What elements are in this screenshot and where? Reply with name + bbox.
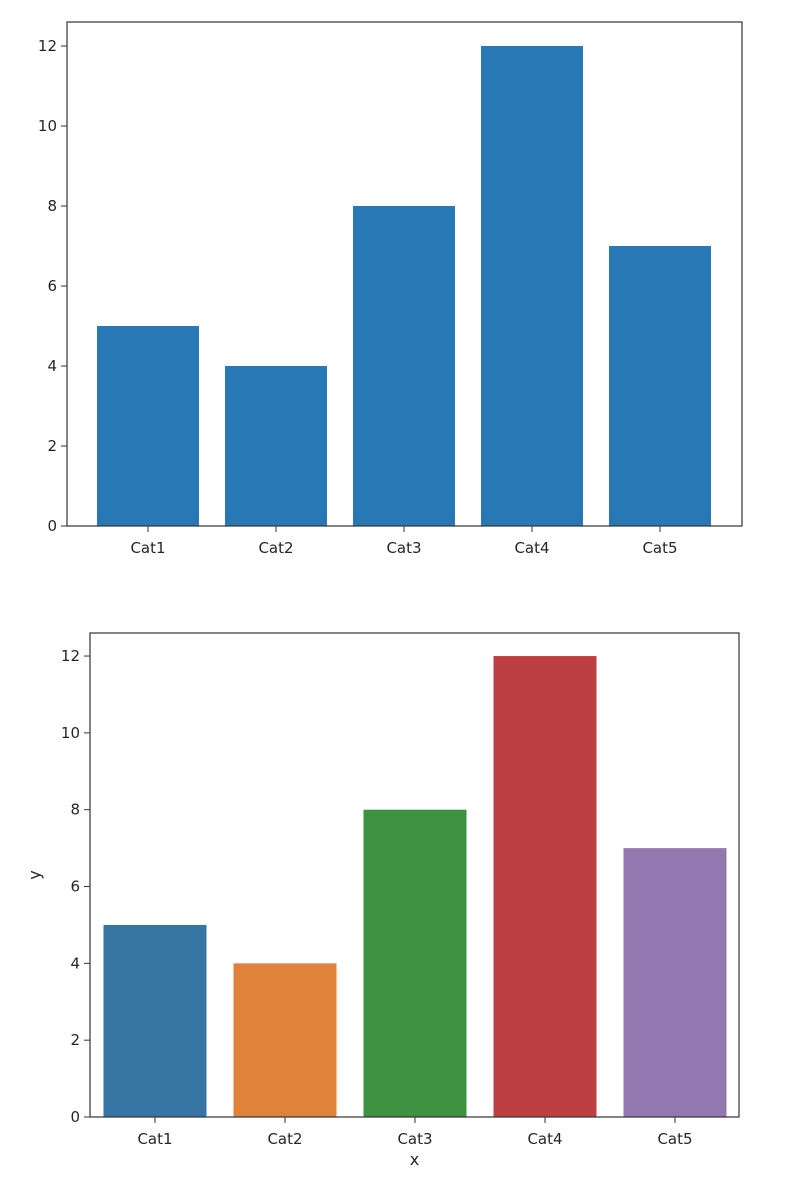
y-tick-label: 4 bbox=[70, 954, 80, 972]
bar-chart-top: 0 2 4 6 8 10 12 Cat1 Cat2 Cat3 Cat4 Cat5 bbox=[38, 21, 743, 557]
x-tick-label: Cat3 bbox=[397, 1130, 432, 1148]
bar-cat2 bbox=[225, 366, 327, 526]
x-tick-label: Cat4 bbox=[514, 539, 549, 557]
bar-chart-bottom: 0 2 4 6 8 10 12 Cat1 Cat2 Cat3 Cat4 Cat5 x y bbox=[25, 632, 740, 1169]
x-tick-label: Cat5 bbox=[657, 1130, 692, 1148]
x-tick-label: Cat2 bbox=[267, 1130, 302, 1148]
x-tick-label: Cat2 bbox=[258, 539, 293, 557]
y-tick-label: 8 bbox=[47, 197, 57, 215]
y-tick-label: 4 bbox=[47, 357, 57, 375]
bar-cat4 bbox=[493, 656, 597, 1117]
bar-cat5 bbox=[623, 848, 727, 1117]
x-tick-label: Cat3 bbox=[386, 539, 421, 557]
bar-cat1 bbox=[103, 924, 207, 1117]
y-tick-label: 2 bbox=[70, 1031, 80, 1049]
y-tick-label: 12 bbox=[61, 647, 80, 665]
bar-cat3 bbox=[353, 206, 455, 526]
bar-cat4 bbox=[481, 46, 583, 526]
y-axis-label: y bbox=[25, 870, 44, 879]
y-tick-label: 10 bbox=[61, 724, 80, 742]
x-tick-label: Cat5 bbox=[642, 539, 677, 557]
x-tick-label: Cat4 bbox=[527, 1130, 562, 1148]
x-axis-label: x bbox=[410, 1150, 419, 1169]
y-tick-label: 12 bbox=[38, 37, 57, 55]
y-tick-label: 6 bbox=[70, 878, 80, 896]
y-tick-label: 10 bbox=[38, 117, 57, 135]
bar-cat2 bbox=[233, 963, 337, 1117]
y-tick-label: 2 bbox=[47, 437, 57, 455]
y-tick-label: 6 bbox=[47, 277, 57, 295]
y-tick-label: 8 bbox=[70, 801, 80, 819]
bar-cat1 bbox=[97, 326, 199, 526]
bar-cat5 bbox=[609, 246, 711, 526]
y-tick-label: 0 bbox=[47, 517, 57, 535]
bar-cat3 bbox=[363, 809, 467, 1117]
x-tick-label: Cat1 bbox=[130, 539, 165, 557]
y-tick-label: 0 bbox=[70, 1108, 80, 1126]
x-tick-label: Cat1 bbox=[137, 1130, 172, 1148]
